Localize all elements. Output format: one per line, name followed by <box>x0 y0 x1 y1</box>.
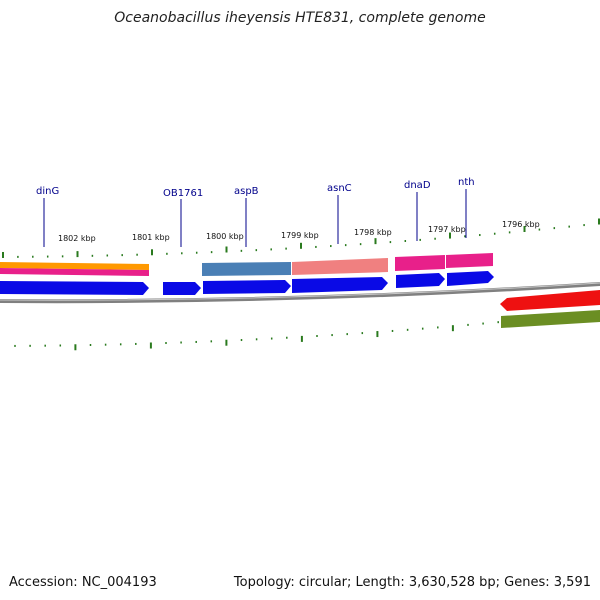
feature-magenta <box>0 268 149 276</box>
scale-label: 1799 kbp <box>281 231 319 240</box>
cds-arrow-dinG <box>0 281 149 295</box>
scale-label: 1802 kbp <box>58 234 96 243</box>
feature-olive <box>501 310 600 328</box>
gene-labels: dinG OB1761 aspB asnC dnaD nth <box>36 177 475 247</box>
scale-label: 1801 kbp <box>132 233 170 242</box>
cds-arrow-reverse-red <box>500 290 600 311</box>
gene-label: dnaD <box>404 180 431 191</box>
feature-magenta-nth <box>446 253 493 268</box>
cds-arrow-aspB <box>203 280 291 294</box>
outer-scale-ticks <box>2 218 600 258</box>
genome-backbone-highlight <box>0 282 600 301</box>
gene-label: aspB <box>234 186 259 197</box>
feature-salmon-asnC <box>292 258 388 275</box>
cds-ring <box>0 271 494 295</box>
scale-labels: 1802 kbp 1801 kbp 1800 kbp 1799 kbp 1798 kbp… <box>58 220 540 243</box>
map-title: Oceanobacillus iheyensis HTE831, complet… <box>114 10 486 26</box>
gene-label: dinG <box>36 186 59 197</box>
feature-orange <box>0 262 149 270</box>
scale-label: 1796 kbp <box>502 220 540 229</box>
gene-label: OB1761 <box>163 188 203 199</box>
scale-label: 1798 kbp <box>354 228 392 237</box>
genome-summary-text: Topology: circular; Length: 3,630,528 bp… <box>233 575 591 590</box>
accession-text: Accession: NC_004193 <box>9 575 157 590</box>
gene-label: asnC <box>327 183 352 194</box>
feature-ring-outer <box>0 253 493 276</box>
gene-label: nth <box>458 177 475 188</box>
scale-label: 1797 kbp <box>428 225 466 234</box>
cds-arrow-OB1761 <box>163 282 201 295</box>
feature-ring-reverse <box>500 290 600 328</box>
cds-arrow-asnC <box>292 277 388 293</box>
feature-steelblue-aspB <box>202 262 291 276</box>
cds-arrow-dnaD <box>396 273 445 288</box>
genome-backbone <box>0 282 600 304</box>
feature-magenta-dnaD <box>395 255 445 271</box>
scale-label: 1800 kbp <box>206 232 244 241</box>
cds-arrow-nth <box>447 271 494 286</box>
